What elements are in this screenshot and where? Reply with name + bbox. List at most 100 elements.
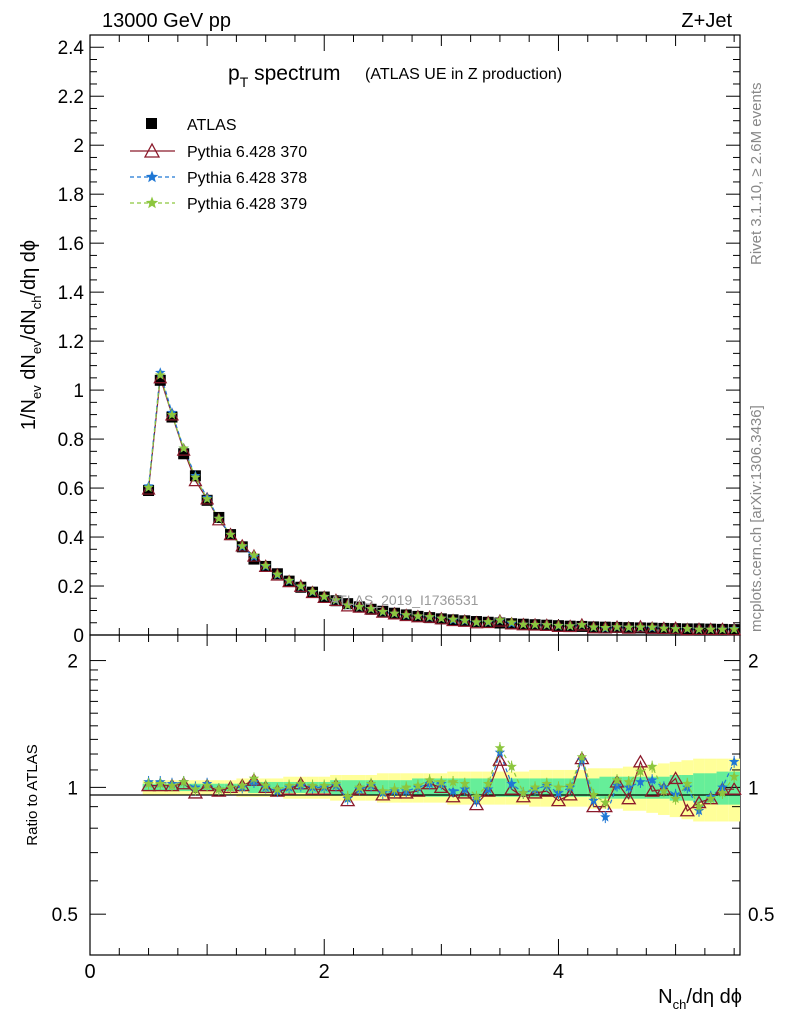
ratio-y-tick-label-right: 1 — [748, 778, 759, 799]
ratio-band-inner — [341, 780, 354, 795]
ratio-point-370 — [433, 780, 449, 794]
ratio-point-370 — [726, 781, 742, 795]
mc-point-379 — [600, 622, 611, 633]
x-tick-label: 0 — [84, 961, 95, 983]
side-mcplots-label: mcplots.cern.ch [arXiv:1306.3436] — [748, 405, 765, 632]
atlas-data-point — [494, 617, 506, 629]
ratio-point-379 — [307, 780, 318, 790]
legend-370-marker — [143, 142, 161, 158]
ratio-point-379 — [283, 780, 295, 790]
x-tick-label: 2 — [319, 961, 330, 983]
mc-point-379 — [588, 621, 599, 632]
ratio-y-tick-label-right: 2 — [748, 652, 759, 673]
ratio-band-inner — [599, 776, 612, 799]
main-y-tick-label: 0.4 — [58, 528, 85, 549]
main-y-tick-label: 1.8 — [58, 185, 84, 206]
main-y-tick-label: 1 — [73, 381, 84, 402]
ratio-point-379 — [646, 761, 658, 772]
mc-point-370 — [492, 613, 507, 627]
ratio-point-379 — [541, 778, 552, 789]
mc-point-379 — [166, 409, 178, 420]
ratio-point-370 — [515, 789, 531, 803]
legend-370-label: Pythia 6.428 370 — [187, 144, 307, 161]
mc-point-379 — [389, 607, 400, 618]
ratio-point-378 — [717, 781, 728, 792]
ratio-point-379 — [483, 778, 494, 789]
ratio-point-370 — [585, 799, 602, 813]
ratio-point-370 — [562, 787, 578, 801]
ratio-point-370 — [503, 781, 520, 795]
main-y-tick-label: 1.6 — [58, 234, 84, 255]
x-tick-label: 4 — [553, 961, 564, 983]
main-y-tick-label: 2.4 — [58, 38, 85, 59]
ratio-point-379 — [412, 780, 424, 790]
ratio-point-379 — [424, 774, 435, 785]
legend: ATLAS Pythia 6.428 370 Pythia 6.428 378 … — [130, 117, 307, 213]
ratio-point-370 — [480, 783, 496, 797]
mc-point-379 — [483, 616, 494, 627]
mc-point-379 — [693, 624, 705, 634]
mc-point-370 — [211, 512, 226, 526]
ratio-point-370 — [679, 803, 695, 817]
ratio-band-inner — [693, 773, 705, 803]
ratio-point-379 — [717, 787, 728, 798]
ratio-point-379 — [213, 783, 225, 794]
ratio-point-379 — [670, 793, 681, 804]
ratio-y-axis-label: Ratio to ATLAS — [24, 744, 41, 845]
mc-point-379 — [190, 471, 201, 482]
ratio-point-379 — [682, 778, 693, 789]
mc-point-379 — [330, 594, 342, 605]
ratio-band-inner — [587, 778, 600, 797]
ratio-point-379 — [529, 781, 541, 792]
mc-point-379 — [658, 623, 670, 633]
mc-point-379 — [635, 621, 646, 632]
mc-point-379 — [518, 619, 529, 629]
main-y-tick-label: 0.6 — [58, 479, 84, 500]
ratio-point-379 — [506, 761, 517, 772]
mc-point-379 — [646, 621, 658, 632]
mc-point-370 — [153, 370, 168, 384]
ratio-point-370 — [539, 783, 555, 797]
ratio-point-379 — [623, 776, 634, 787]
mc-point-379 — [260, 560, 271, 571]
mc-point-379 — [178, 442, 189, 453]
ratio-point-378 — [646, 774, 658, 785]
header-energy-label: 13000 GeV pp — [102, 10, 231, 32]
ratio-point-379 — [143, 778, 154, 789]
mc-point-379 — [424, 611, 435, 622]
mc-point-379 — [213, 513, 225, 524]
legend-379-label: Pythia 6.428 379 — [187, 196, 307, 213]
ratio-point-378 — [447, 785, 459, 796]
mc-point-379 — [225, 529, 236, 539]
ratio-point-379 — [576, 751, 588, 762]
ratio-point-370 — [550, 793, 567, 807]
ratio-point-379 — [237, 780, 248, 790]
mc-point-379 — [447, 613, 459, 624]
ratio-point-370 — [375, 787, 391, 801]
ratio-band-inner — [646, 776, 659, 799]
ratio-point-379 — [401, 781, 412, 792]
ratio-point-379 — [342, 791, 353, 802]
legend-378-label: Pythia 6.428 378 — [187, 170, 307, 187]
ratio-point-370 — [340, 793, 356, 807]
ratio-point-370 — [176, 776, 192, 790]
ratio-y-tick-label: 2 — [67, 652, 78, 673]
main-y-tick-label: 0 — [73, 626, 84, 647]
mc-point-379 — [717, 624, 728, 634]
ratio-point-370 — [527, 785, 543, 799]
ratio-point-379 — [564, 780, 576, 790]
ratio-band-inner — [470, 778, 483, 797]
ratio-point-378 — [600, 811, 611, 822]
ratio-point-379 — [377, 785, 388, 796]
main-y-tick-label: 2.2 — [58, 87, 84, 108]
ratio-point-379 — [436, 776, 447, 787]
ratio-point-379 — [166, 780, 178, 790]
mc-point-379 — [237, 540, 248, 551]
ratio-point-378 — [635, 776, 646, 787]
ratio-band-inner — [669, 774, 682, 801]
main-y-tick-label: 1.4 — [58, 283, 85, 304]
mc-point-379 — [365, 603, 377, 614]
ratio-point-370 — [386, 785, 403, 799]
ratio-point-379 — [600, 797, 611, 808]
